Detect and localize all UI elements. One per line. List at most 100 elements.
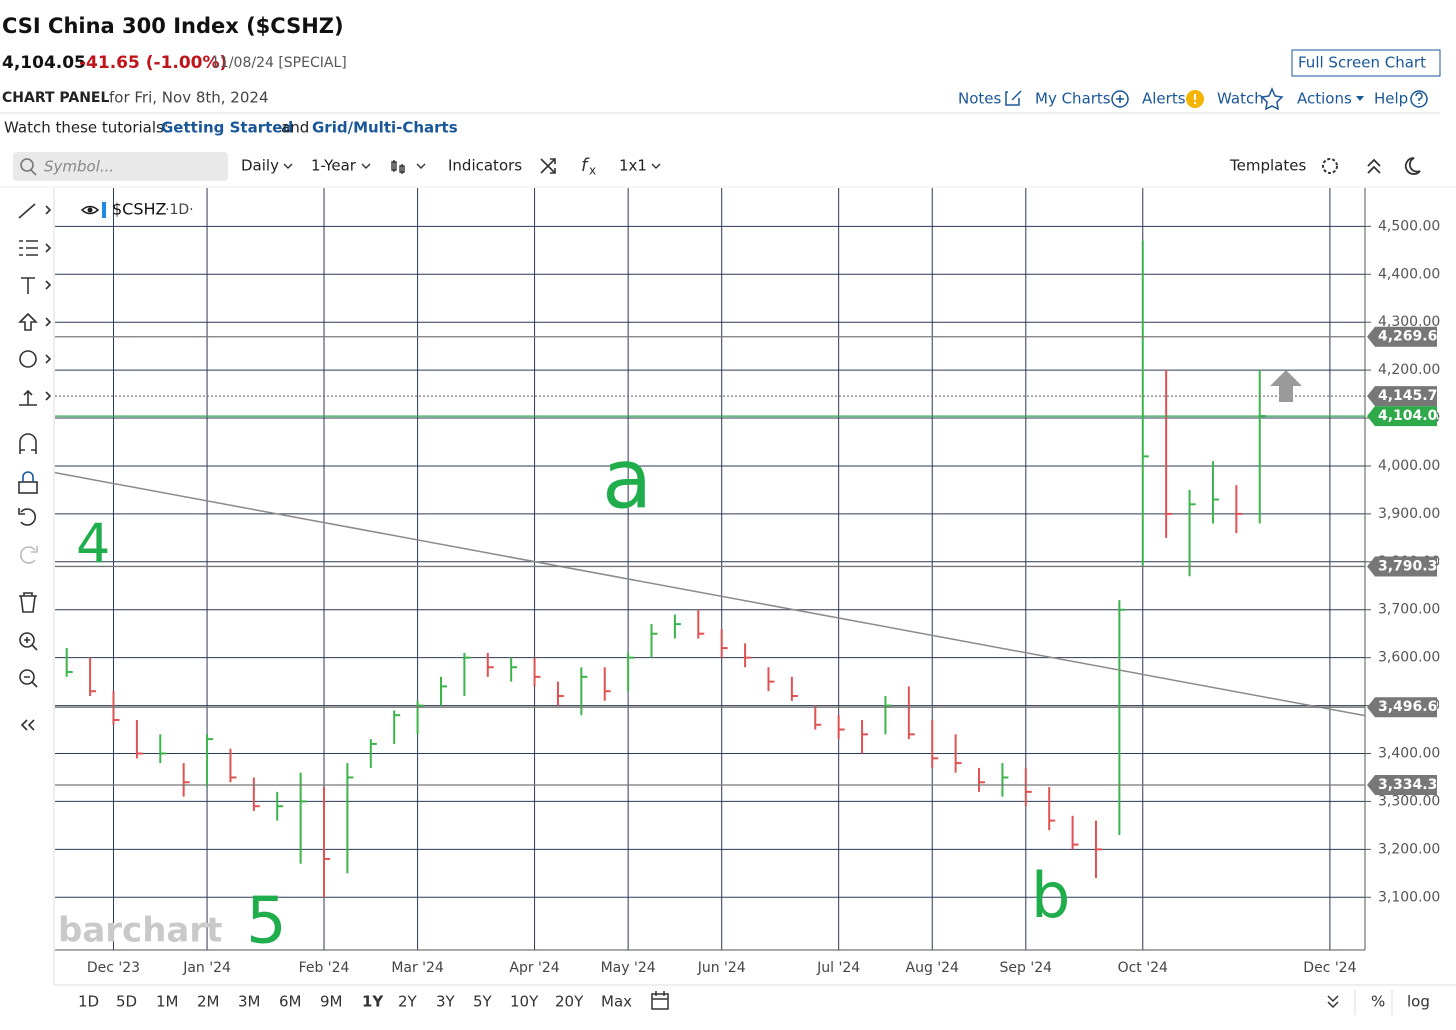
x-tick-label: Sep '24: [1000, 960, 1053, 976]
templates[interactable]: Templates: [1229, 157, 1306, 175]
fx-icon[interactable]: x: [589, 164, 596, 178]
range-button[interactable]: Max: [601, 993, 632, 1011]
panel-link[interactable]: My Charts: [1035, 90, 1111, 108]
y-tick-label: 3,700.00: [1378, 602, 1440, 618]
range-button[interactable]: 5Y: [473, 993, 493, 1011]
x-tick-label: Jun '24: [697, 960, 746, 976]
price-tag-label: 4,104.05: [1378, 408, 1447, 424]
x-tick-label: Dec '24: [1303, 960, 1356, 976]
range-button[interactable]: 2M: [197, 993, 220, 1011]
collapse-icon[interactable]: [1367, 158, 1381, 174]
toolbar-item[interactable]: Daily: [241, 157, 279, 175]
tutorials-joiner: and: [281, 119, 309, 137]
my-charts-icon[interactable]: [1116, 95, 1124, 103]
panel-link[interactable]: Alerts: [1142, 90, 1186, 108]
price-tag-label: 3,790.33: [1378, 558, 1447, 574]
range-button[interactable]: 1M: [156, 993, 179, 1011]
range-button[interactable]: 3M: [238, 993, 261, 1011]
eye-icon[interactable]: [80, 205, 100, 215]
range-button[interactable]: 5D: [116, 993, 137, 1011]
price-tag-label: 4,269.67: [1378, 329, 1447, 345]
overlay: 4,269.67 4,145.70 4,104.05 3,790.33 3,496.65…: [54, 326, 1447, 959]
wave-annotation: a: [602, 432, 652, 527]
range-button[interactable]: 2Y: [398, 993, 418, 1011]
y-tick-label: 4,500.00: [1378, 218, 1440, 234]
range-button[interactable]: 1D: [78, 993, 99, 1011]
range-button[interactable]: 10Y: [510, 993, 539, 1011]
full-screen-button[interactable]: [1291, 49, 1441, 77]
price-tag: [1367, 556, 1437, 577]
price-bars: [65, 240, 1266, 898]
price-change: -41.65 (-1.00%): [79, 53, 227, 73]
legend-symbol: $CSHZ: [112, 200, 167, 219]
price-tag: [1367, 697, 1437, 718]
actions-arrow[interactable]: [1356, 96, 1364, 101]
percent-toggle[interactable]: %: [1371, 993, 1385, 1011]
wave-annotation: 5: [246, 885, 287, 959]
search-icon: [20, 158, 34, 172]
log-toggle[interactable]: log: [1407, 993, 1430, 1011]
x-tick-label: Dec '23: [87, 960, 140, 976]
watermark: barchart: [58, 911, 222, 951]
search-icon: [30, 169, 37, 176]
chart-type-icon[interactable]: [391, 160, 405, 174]
range-bar: 1D 5D 1M 2M 3M 6M 9M 1Y 2Y 3Y 5Y 10Y 20Y Max% log: [78, 993, 1430, 1011]
price-tag: [1367, 326, 1437, 347]
tutorial-link[interactable]: Grid/Multi-Charts: [312, 119, 458, 137]
toolbar-item[interactable]: Indicators: [448, 157, 522, 175]
my-charts-icon[interactable]: [1111, 90, 1129, 108]
range-button[interactable]: 3Y: [436, 993, 456, 1011]
arrow-annotation: [1270, 370, 1302, 402]
quote-date: 11/08/24 [SPECIAL]: [211, 55, 347, 71]
panel-link[interactable]: Actions: [1297, 90, 1352, 108]
toolbar-item[interactable]: 1-Year: [311, 157, 357, 175]
x-tick-label: Mar '24: [391, 960, 444, 976]
panel-link[interactable]: Notes: [958, 90, 1002, 108]
y-tick-label: 4,000.00: [1378, 458, 1440, 474]
x-tick-label: Jan '24: [182, 960, 231, 976]
y-tick-label: 3,300.00: [1378, 793, 1440, 809]
y-tick-label: 4,400.00: [1378, 266, 1440, 282]
price-tag-label: 3,496.65: [1378, 699, 1447, 715]
range-button[interactable]: 6M: [279, 993, 302, 1011]
last-price: 4,104.05: [2, 53, 86, 73]
title: CSI China 300 Index ($CSHZ): [2, 14, 344, 38]
range-button[interactable]: 1Y: [362, 993, 384, 1011]
panel-label: CHART PANEL: [2, 90, 109, 106]
range-button[interactable]: 20Y: [555, 993, 584, 1011]
grid: 3,100.003,200.003,300.003,400.003,500.00…: [55, 188, 1440, 976]
notes-icon[interactable]: [1005, 90, 1022, 106]
drawing-tools[interactable]: [18, 203, 52, 731]
x-tick-label: Jul '24: [816, 960, 860, 976]
tutorial-link[interactable]: Getting Started: [161, 119, 293, 137]
x-tick-label: Aug '24: [906, 960, 960, 976]
eye-icon: [87, 207, 93, 213]
price-tag-label: 4,145.70: [1378, 388, 1447, 404]
compare-icon[interactable]: [540, 158, 556, 174]
fx-icon[interactable]: f: [581, 155, 590, 176]
full-screen-label[interactable]: Full Screen Chart: [1298, 54, 1426, 72]
toolbar-item[interactable]: 1x1: [619, 157, 647, 175]
watch-icon[interactable]: [1260, 87, 1284, 111]
help-icon[interactable]: [1410, 90, 1428, 108]
y-tick-label: 4,300.00: [1378, 314, 1440, 330]
dark-mode-icon[interactable]: [1404, 157, 1421, 175]
settings-icon[interactable]: [1322, 158, 1338, 174]
panel-link[interactable]: Watch: [1217, 90, 1264, 108]
symbol-placeholder[interactable]: Symbol...: [44, 158, 114, 176]
help-icon[interactable]: [1415, 92, 1423, 104]
panel-link[interactable]: Help: [1374, 90, 1408, 108]
x-tick-label: Oct '24: [1118, 960, 1168, 976]
y-tick-label: 4,200.00: [1378, 362, 1440, 378]
x-tick-label: Feb '24: [299, 960, 350, 976]
trendline: [54, 471, 1366, 717]
tutorials-prefix: Watch these tutorials:: [4, 119, 169, 137]
price-tag: [1367, 774, 1437, 795]
symbol-input[interactable]: [13, 152, 228, 181]
expand-icon[interactable]: [1327, 995, 1339, 1009]
range-button[interactable]: 9M: [320, 993, 343, 1011]
y-tick-label: 3,200.00: [1378, 841, 1440, 857]
calendar-icon[interactable]: [651, 991, 669, 1010]
